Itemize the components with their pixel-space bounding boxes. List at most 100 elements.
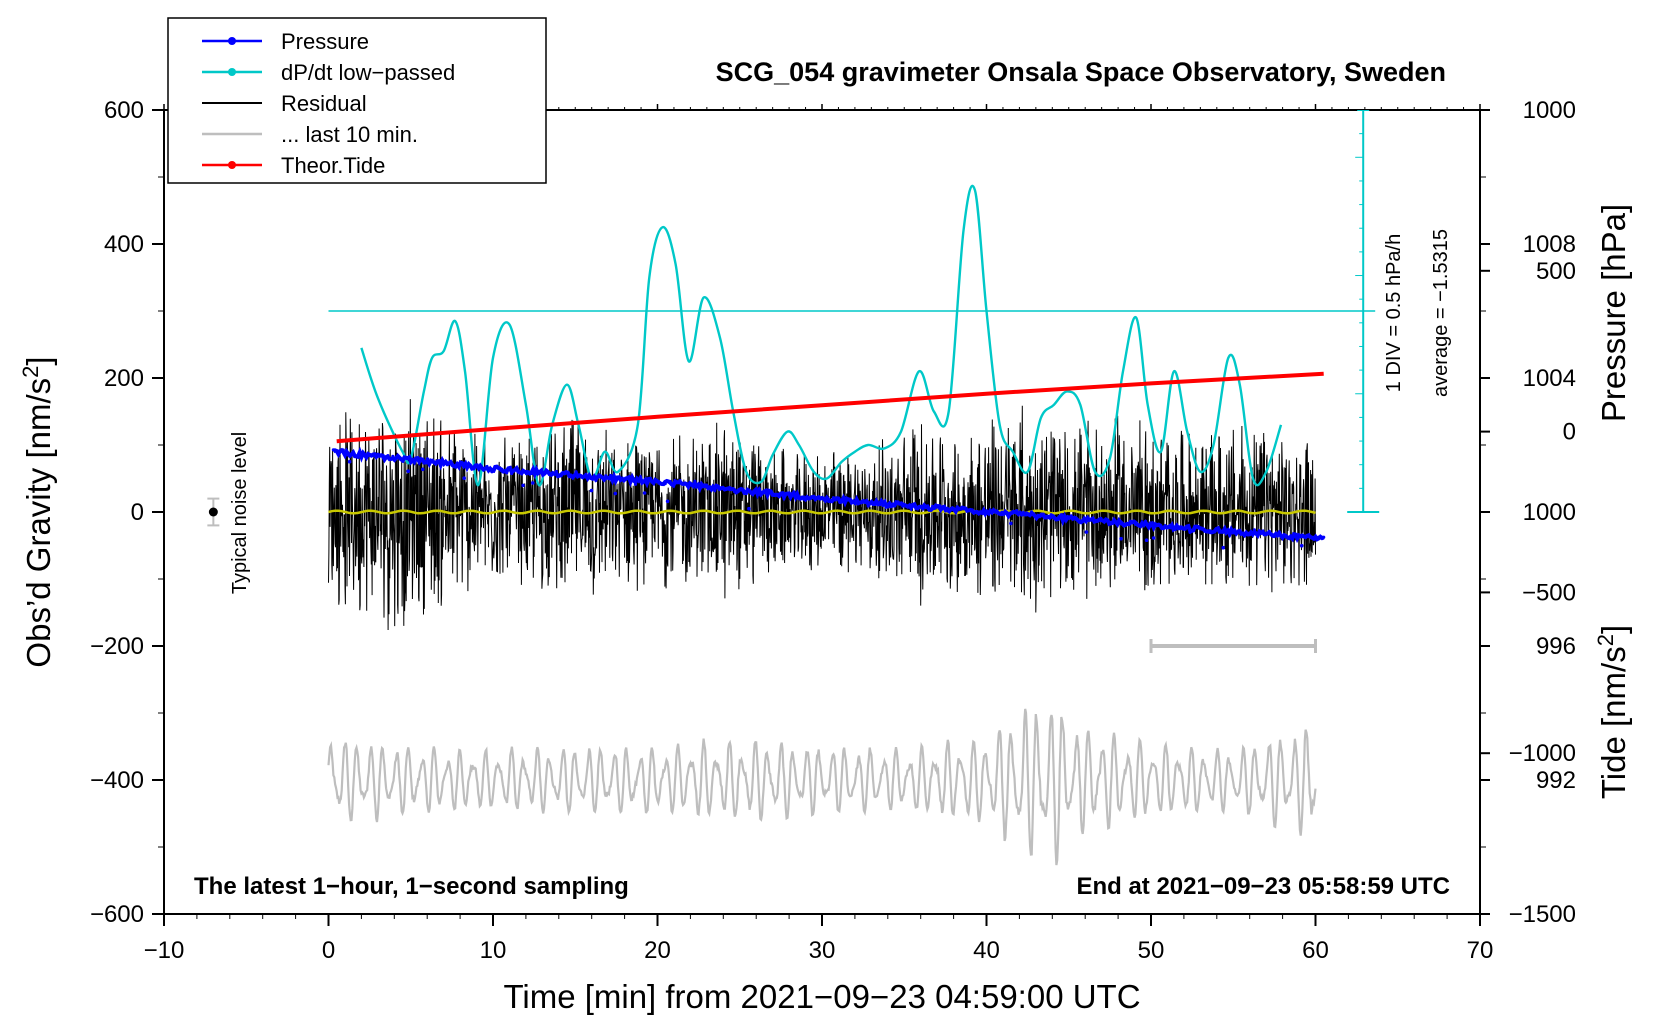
pressure-point: [386, 454, 390, 458]
pressure-point: [728, 487, 732, 492]
pressure-point: [1168, 523, 1172, 528]
pressure-point: [970, 508, 974, 512]
tide-tick-label: −500: [1522, 579, 1576, 606]
x-axis-title: Time [min] from 2021−09−23 04:59:00 UTC: [503, 978, 1140, 1015]
pressure-point: [589, 476, 593, 480]
pressure-point: [1064, 517, 1068, 521]
pressure-point: [614, 479, 618, 483]
pressure-point: [1069, 514, 1073, 518]
note-end-time: End at 2021−09−23 05:58:59 UTC: [1076, 873, 1450, 900]
pressure-point: [678, 479, 682, 483]
pressure-point: [747, 489, 752, 493]
pressure-point: [1025, 511, 1029, 515]
pressure-point: [1020, 513, 1024, 517]
pressure-point: [881, 503, 885, 507]
pressure-point: [1129, 519, 1133, 523]
pressure-point: [940, 505, 945, 509]
pressure-point: [787, 491, 791, 495]
pressure-point: [777, 494, 781, 499]
pressure-point: [1114, 520, 1118, 524]
tide-series-line: [336, 371, 1324, 444]
pressure-point: [965, 508, 969, 512]
pressure-point: [985, 510, 989, 514]
pressure-point: [911, 504, 915, 508]
pressure-point: [1143, 519, 1148, 524]
pressure-point: [856, 502, 860, 506]
pressure-point: [1079, 521, 1083, 525]
pressure-outlier-point: [347, 459, 352, 464]
pressure-point: [1054, 516, 1058, 521]
tide-tick-label: 1000: [1523, 97, 1576, 124]
pressure-point: [1292, 534, 1296, 538]
x-tick-label: 60: [1302, 937, 1329, 964]
pressure-point: [1178, 525, 1182, 529]
residual-lowpass-line: [328, 509, 1316, 515]
pressure-tick-label: 996: [1536, 633, 1576, 660]
pressure-point: [658, 481, 662, 485]
pressure-point: [534, 469, 539, 473]
pressure-point: [1158, 523, 1162, 527]
pressure-point: [346, 451, 350, 455]
pressure-point: [331, 448, 335, 452]
y-axis-title-left-main: Obs’d Gravity [nm/s: [20, 378, 57, 668]
pressure-point: [1000, 510, 1004, 514]
tide-tick-label: −1500: [1509, 901, 1576, 928]
pressure-point: [851, 500, 855, 504]
pressure-point: [945, 506, 950, 510]
pressure-point: [698, 486, 702, 490]
pressure-point: [1208, 529, 1212, 533]
y-tick-label: −400: [90, 767, 144, 794]
pressure-outlier-point: [1221, 545, 1225, 550]
pressure-point: [544, 469, 548, 473]
pressure-point: [732, 489, 737, 494]
pressure-point: [836, 497, 841, 501]
pressure-point: [1104, 517, 1108, 521]
pressure-point: [1218, 528, 1222, 532]
y-axis-title-left-sup: 2: [18, 366, 43, 378]
pressure-point: [668, 479, 672, 484]
pressure-point: [336, 453, 340, 457]
noise-level-label: Typical noise level: [229, 432, 251, 594]
pressure-point: [812, 495, 816, 499]
pressure-point: [1044, 514, 1048, 519]
tide-tick-label: −1000: [1509, 740, 1576, 767]
pressure-point: [1233, 528, 1237, 532]
pressure-point: [653, 478, 657, 482]
pressure-point: [802, 497, 806, 501]
pressure-point: [916, 507, 920, 511]
pressure-point: [718, 487, 722, 491]
pressure-point: [584, 472, 588, 476]
pressure-point: [1297, 534, 1301, 539]
pressure-point: [1252, 528, 1256, 532]
pressure-point: [1262, 531, 1266, 535]
pressure-point: [411, 458, 415, 462]
pressure-point: [737, 488, 742, 492]
pressure-tick-label: 1000: [1523, 499, 1576, 526]
pressure-point: [1203, 529, 1207, 533]
pressure-point: [425, 457, 430, 461]
pressure-point: [886, 505, 890, 509]
pressure-point: [480, 466, 484, 470]
pressure-point: [1173, 527, 1177, 532]
pressure-point: [950, 507, 955, 511]
pressure-point: [624, 477, 628, 481]
pressure-point: [807, 497, 811, 501]
pressure-point: [1005, 510, 1009, 514]
legend-entry-label: ... last 10 min.: [281, 122, 418, 147]
pressure-point: [505, 471, 509, 475]
pressure-point: [1242, 534, 1247, 538]
pressure-point: [896, 500, 900, 504]
y-axis-title-tide: Tide [nm/s2]: [1593, 625, 1632, 799]
pressure-point: [901, 502, 905, 506]
pressure-point: [371, 454, 375, 458]
pressure-point: [495, 465, 499, 469]
pressure-outlier-point: [1151, 536, 1156, 540]
y-axis-title-left-end: ]: [20, 356, 57, 365]
pressure-point: [995, 509, 999, 513]
pressure-point: [797, 497, 801, 501]
pressure-point: [381, 455, 385, 459]
pressure-point: [1059, 513, 1063, 517]
chart-title: SCG_054 gravimeter Onsala Space Observat…: [716, 57, 1446, 87]
pressure-point: [1272, 533, 1276, 537]
pressure-outlier-point: [1299, 543, 1304, 548]
